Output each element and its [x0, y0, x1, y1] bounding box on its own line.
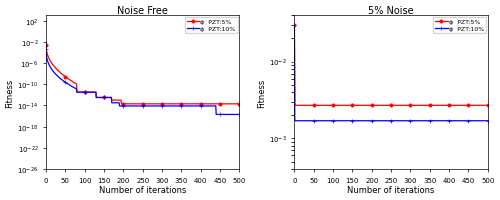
Y-axis label: Fitness: Fitness	[257, 78, 266, 107]
Legend: ϕ  PZT:5%, ϕ  PZT:10%: ϕ PZT:5%, ϕ PZT:10%	[433, 18, 486, 33]
ϕ  PZT:5%	[340, 105, 345, 107]
Y-axis label: Fitness: Fitness	[6, 78, 15, 107]
ϕ  PZT:5%	[236, 103, 242, 106]
ϕ  PZT:5%	[418, 105, 424, 107]
ϕ  PZT:10%	[292, 120, 298, 122]
ϕ  PZT:10%	[213, 114, 219, 116]
ϕ  PZT:10%	[91, 92, 97, 94]
Title: Noise Free: Noise Free	[118, 6, 168, 15]
ϕ  PZT:5%	[43, 44, 49, 47]
Line: ϕ  PZT:5%: ϕ PZT:5%	[292, 24, 490, 107]
ϕ  PZT:5%	[204, 103, 210, 106]
ϕ  PZT:5%	[452, 105, 458, 107]
Line: ϕ  PZT:5%: ϕ PZT:5%	[44, 44, 241, 106]
ϕ  PZT:5%	[292, 25, 298, 27]
ϕ  PZT:10%	[99, 97, 105, 99]
ϕ  PZT:10%	[452, 120, 458, 122]
ϕ  PZT:10%	[203, 105, 209, 108]
ϕ  PZT:10%	[43, 48, 49, 51]
ϕ  PZT:10%	[114, 102, 119, 104]
Legend: ϕ  PZT:5%, ϕ  PZT:10%: ϕ PZT:5%, ϕ PZT:10%	[185, 18, 238, 33]
ϕ  PZT:10%	[362, 120, 368, 122]
Line: ϕ  PZT:10%: ϕ PZT:10%	[292, 24, 490, 123]
ϕ  PZT:5%	[114, 99, 119, 102]
ϕ  PZT:10%	[170, 105, 176, 108]
ϕ  PZT:10%	[292, 25, 298, 27]
ϕ  PZT:10%	[168, 105, 173, 108]
ϕ  PZT:5%	[292, 105, 298, 107]
ϕ  PZT:10%	[340, 120, 345, 122]
ϕ  PZT:5%	[118, 103, 124, 106]
Title: 5% Noise: 5% Noise	[368, 6, 414, 15]
ϕ  PZT:5%	[168, 103, 174, 106]
ϕ  PZT:5%	[416, 105, 422, 107]
ϕ  PZT:5%	[91, 92, 97, 94]
ϕ  PZT:10%	[416, 120, 422, 122]
ϕ  PZT:5%	[485, 105, 491, 107]
ϕ  PZT:5%	[99, 97, 105, 99]
ϕ  PZT:10%	[236, 114, 242, 116]
ϕ  PZT:5%	[170, 103, 176, 106]
Line: ϕ  PZT:10%: ϕ PZT:10%	[44, 47, 242, 117]
X-axis label: Number of iterations: Number of iterations	[99, 186, 186, 194]
ϕ  PZT:10%	[348, 120, 354, 122]
ϕ  PZT:5%	[348, 105, 354, 107]
X-axis label: Number of iterations: Number of iterations	[348, 186, 435, 194]
ϕ  PZT:5%	[362, 105, 368, 107]
ϕ  PZT:10%	[418, 120, 424, 122]
ϕ  PZT:10%	[485, 120, 491, 122]
